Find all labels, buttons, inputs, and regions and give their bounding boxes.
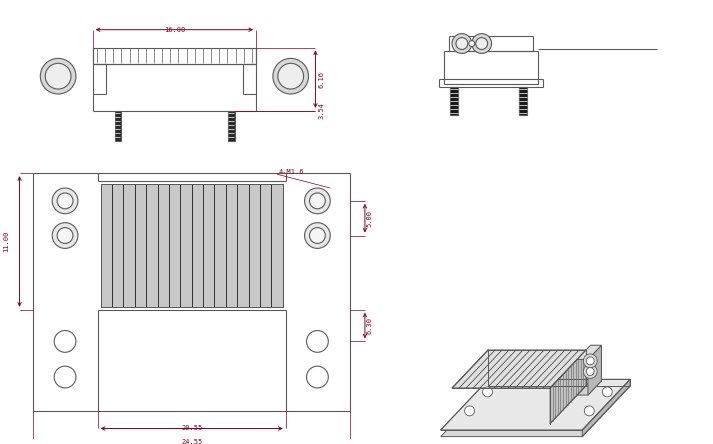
Circle shape: [456, 38, 468, 49]
Polygon shape: [577, 345, 601, 360]
Bar: [519, 87, 527, 115]
Circle shape: [57, 228, 73, 243]
Circle shape: [483, 387, 493, 397]
Circle shape: [583, 354, 597, 368]
Polygon shape: [550, 350, 586, 424]
Circle shape: [304, 222, 330, 248]
Polygon shape: [577, 381, 601, 395]
Circle shape: [586, 368, 594, 376]
Polygon shape: [441, 379, 630, 430]
Polygon shape: [452, 350, 586, 388]
Text: 6.16: 6.16: [319, 71, 324, 87]
Circle shape: [54, 330, 76, 352]
Circle shape: [57, 193, 73, 209]
Bar: [101, 184, 283, 307]
Circle shape: [583, 365, 597, 378]
Text: 6.30: 6.30: [367, 317, 373, 334]
Circle shape: [465, 406, 475, 416]
Circle shape: [273, 59, 309, 94]
Bar: [450, 87, 458, 115]
Polygon shape: [583, 379, 630, 436]
Text: 3.54: 3.54: [319, 102, 324, 119]
Text: 4-M1.6: 4-M1.6: [279, 169, 304, 175]
Circle shape: [278, 63, 304, 89]
Bar: [228, 111, 235, 140]
Circle shape: [304, 188, 330, 214]
Bar: [115, 111, 121, 140]
Circle shape: [309, 228, 325, 243]
Text: 20.55: 20.55: [181, 425, 202, 432]
Circle shape: [476, 38, 488, 49]
Circle shape: [307, 330, 328, 352]
Circle shape: [45, 63, 71, 89]
Polygon shape: [588, 345, 601, 395]
Circle shape: [586, 357, 594, 365]
Polygon shape: [441, 386, 630, 436]
Circle shape: [52, 188, 78, 214]
Bar: [101, 184, 283, 307]
Circle shape: [472, 34, 491, 53]
Circle shape: [309, 193, 325, 209]
Text: 16.00: 16.00: [164, 27, 185, 33]
Circle shape: [585, 406, 594, 416]
Circle shape: [52, 222, 78, 248]
Text: 24.55: 24.55: [181, 439, 202, 444]
Text: 5.00: 5.00: [367, 210, 373, 227]
Circle shape: [307, 366, 328, 388]
Polygon shape: [590, 345, 601, 381]
Circle shape: [452, 34, 472, 53]
Text: 11.00: 11.00: [3, 231, 9, 252]
Circle shape: [54, 366, 76, 388]
Polygon shape: [488, 350, 586, 385]
Circle shape: [469, 40, 475, 47]
Circle shape: [602, 387, 612, 397]
Circle shape: [41, 59, 76, 94]
Polygon shape: [488, 379, 630, 386]
